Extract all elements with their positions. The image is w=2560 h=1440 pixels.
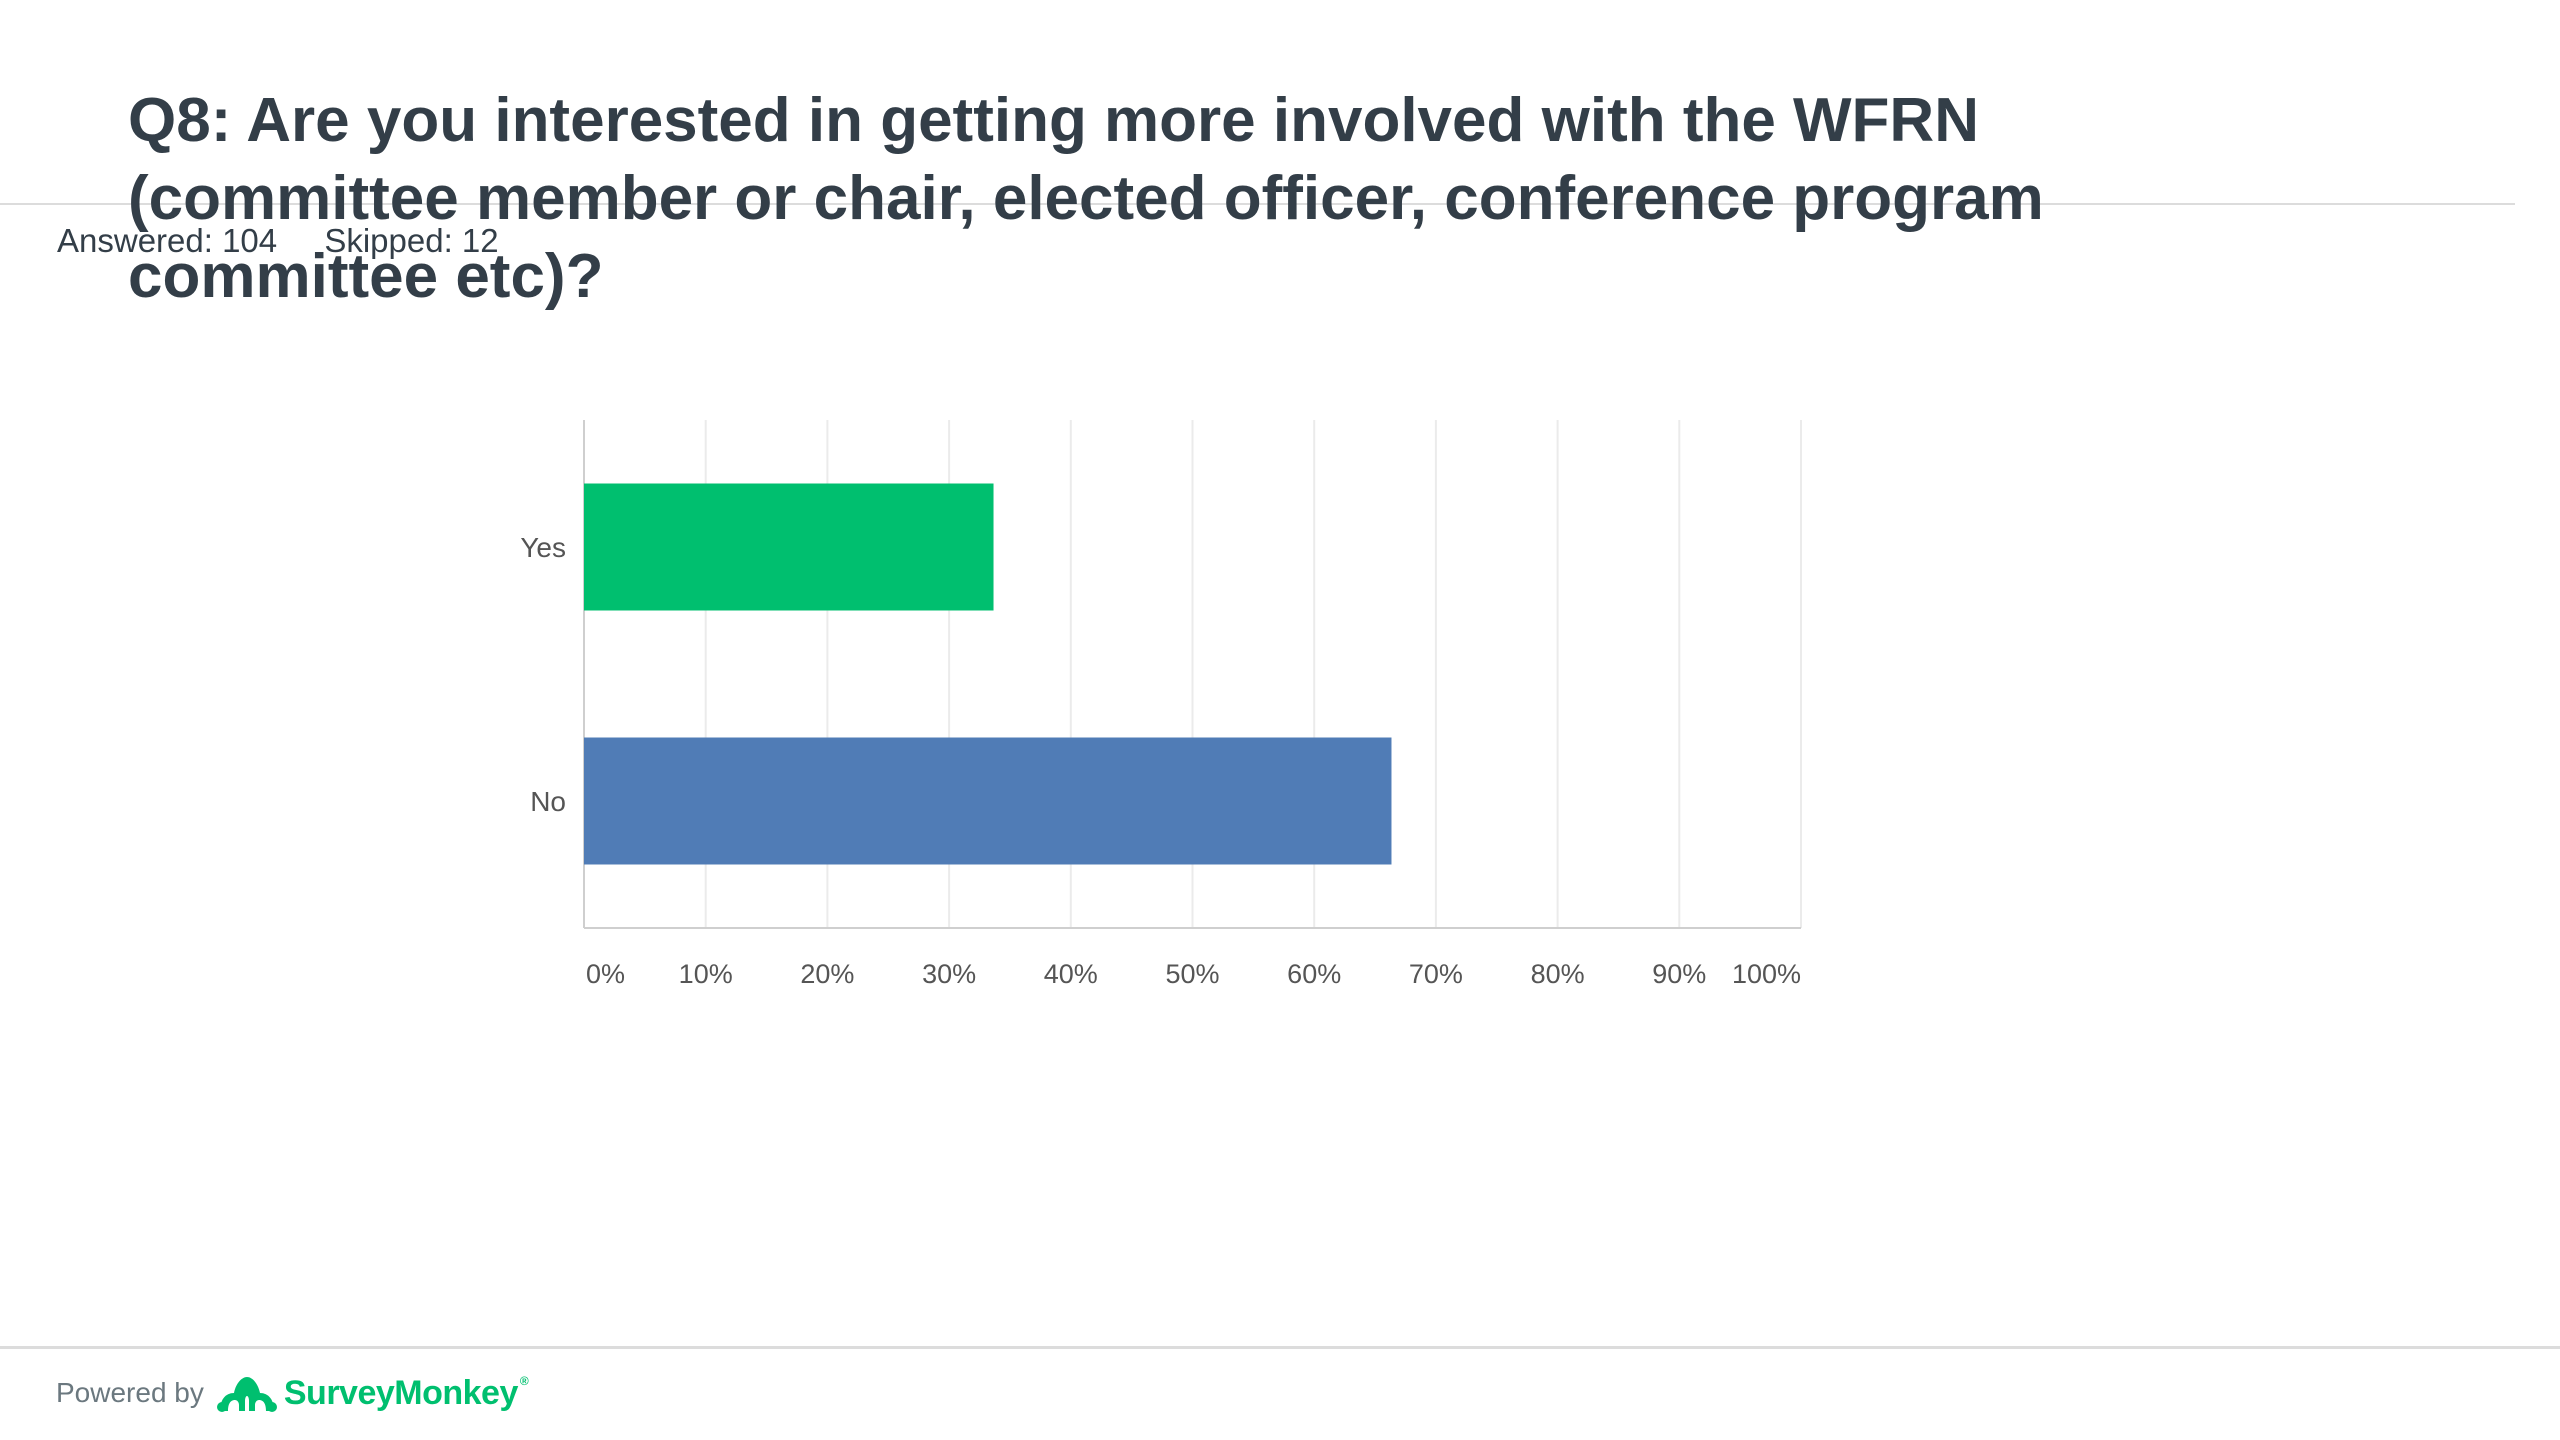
response-stats: Answered: 104 Skipped: 12: [57, 222, 499, 260]
x-tick-label: 10%: [679, 959, 733, 989]
x-tick-label: 0%: [586, 959, 625, 989]
brand-name: SurveyMonkey ®: [283, 1373, 529, 1412]
x-tick-label: 20%: [800, 959, 854, 989]
powered-by-label: Powered by: [56, 1377, 204, 1408]
x-tick-label: 60%: [1287, 959, 1341, 989]
answered-count: Answered: 104: [57, 222, 278, 259]
question-title: Q8: Are you interested in getting more i…: [128, 86, 2044, 311]
category-label: Yes: [520, 532, 566, 563]
x-tick-label: 70%: [1409, 959, 1463, 989]
footer-divider: [0, 1346, 2560, 1349]
x-tick-label: 30%: [922, 959, 976, 989]
x-tick-label: 50%: [1165, 959, 1219, 989]
x-tick-label: 100%: [1732, 959, 1801, 989]
header-divider: [0, 203, 2515, 205]
skipped-count: Skipped: 12: [324, 222, 499, 259]
bar-no: [584, 737, 1392, 865]
surveymonkey-logo-icon: [216, 1377, 277, 1412]
category-label: No: [530, 786, 566, 817]
x-tick-label: 40%: [1044, 959, 1098, 989]
bar-chart: Yes No 0% 10% 20% 30% 40% 50% 60% 70% 80% 90% 100%: [520, 420, 1802, 989]
x-tick-label: 80%: [1531, 959, 1585, 989]
footer: Powered by SurveyMonkey ®: [56, 1368, 529, 1418]
surveymonkey-logo[interactable]: SurveyMonkey ®: [216, 1371, 529, 1415]
bar-yes: [584, 483, 994, 611]
x-tick-label: 90%: [1652, 959, 1706, 989]
